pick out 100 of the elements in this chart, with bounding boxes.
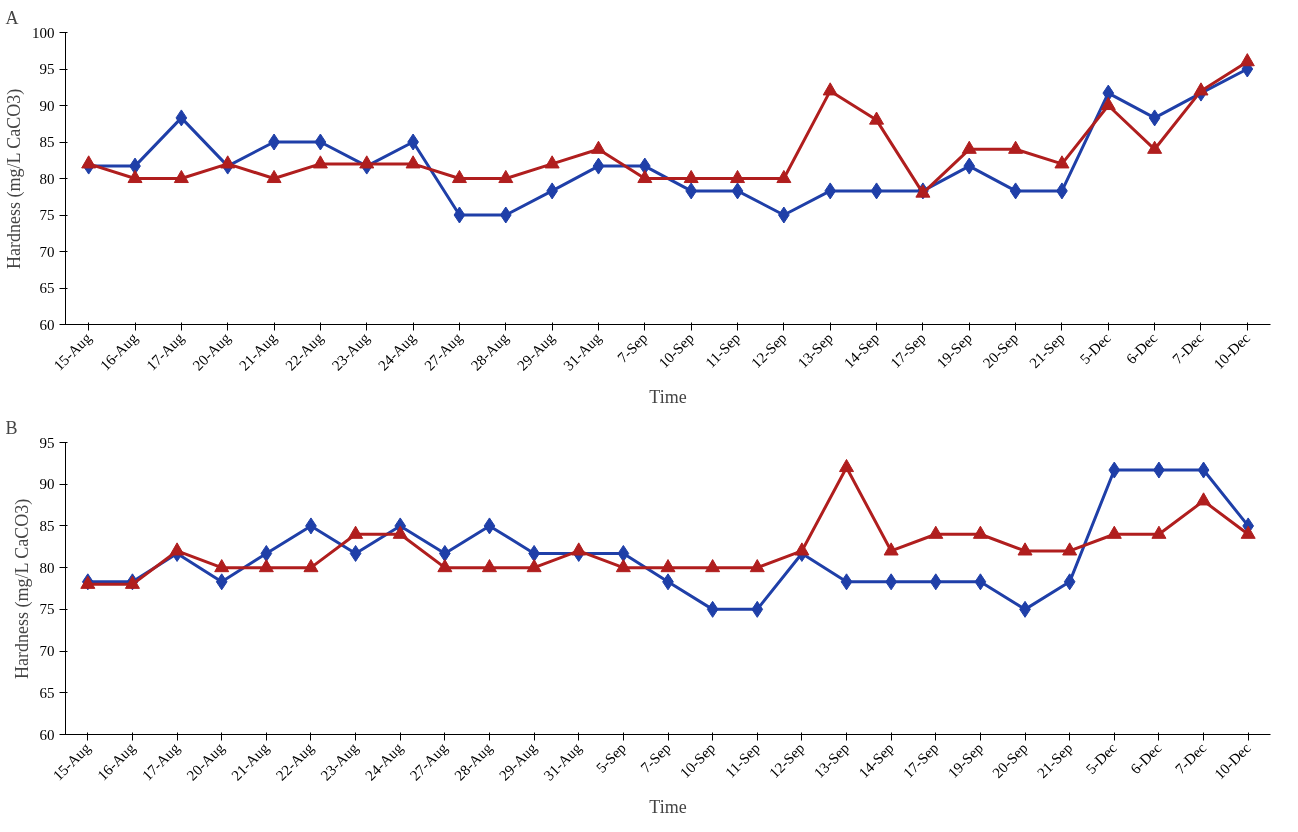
point [303,559,319,573]
point [1197,461,1210,479]
point [571,542,587,556]
point [1240,525,1256,539]
point [1008,140,1024,154]
point [1063,573,1076,591]
point [260,544,273,562]
point [349,544,362,562]
point [705,559,721,573]
point [883,542,899,556]
point [258,559,274,573]
point [215,573,228,591]
point [1196,492,1212,506]
point [928,525,944,539]
y-axis-title: Hardness (mg/L CaCO3) [4,88,25,269]
y-tick-label: 85 [39,517,55,534]
y-tick-label: 60 [39,316,55,333]
point [1009,182,1022,200]
point [1151,525,1167,539]
y-tick-label: 95 [39,434,55,451]
point [1102,84,1115,102]
point [840,573,853,591]
y-tick-label: 90 [39,476,55,493]
point [794,542,810,556]
point [453,206,466,224]
point [483,517,496,535]
point [169,542,185,556]
y-tick-label: 75 [39,207,55,223]
point [730,169,746,184]
text: A [5,7,19,28]
point [266,169,282,184]
point [392,525,408,539]
point [839,458,855,473]
point [1148,109,1161,127]
point [961,140,977,154]
point [498,169,514,184]
point [544,155,560,169]
point [824,182,837,200]
point [615,559,631,573]
point [499,206,512,224]
point [660,559,676,573]
point [1106,525,1122,539]
point [637,169,653,184]
point [173,169,189,184]
point [81,155,97,169]
point [405,155,421,169]
text: B [5,417,18,438]
point [683,169,699,184]
y-axis-title: Hardness (mg/L CaCO3) [11,498,33,679]
x-axis-title: Time [649,797,687,818]
point [1054,155,1070,169]
y-tick-label: 80 [39,170,55,187]
point [359,155,375,169]
y-tick-label: 65 [39,280,55,296]
point [963,157,976,175]
point [869,111,885,125]
point [929,573,942,591]
point [870,182,883,200]
point [822,82,838,96]
x-axis-title: Time [649,387,687,408]
point [1108,461,1121,479]
point [312,155,328,169]
point [1100,96,1116,111]
point [590,140,606,154]
point [776,169,792,184]
point [592,157,605,175]
point [127,169,143,184]
y-tick-label: 70 [39,243,55,260]
y-tick-label: 60 [39,726,55,743]
point [220,155,236,169]
point [1062,542,1078,556]
point [1147,140,1163,154]
point [617,544,630,562]
y-tick-label: 90 [39,97,55,114]
point [1017,542,1033,556]
y-tick-label: 95 [39,61,55,77]
point [972,525,988,539]
point [481,559,497,573]
point [751,600,764,618]
y-tick-label: 65 [39,684,55,701]
point [175,109,188,127]
y-tick-label: 100 [32,24,55,41]
y-tick-label: 80 [39,559,55,576]
y-tick-label: 70 [39,643,55,660]
point [437,559,453,573]
point [526,559,542,573]
point [214,559,230,573]
point [749,559,765,573]
point [731,182,744,200]
point [685,182,698,200]
point [1193,82,1209,96]
point [451,169,467,184]
point [974,573,987,591]
y-tick-label: 75 [39,601,55,618]
point [348,525,364,539]
point [314,133,327,151]
y-tick-label: 85 [39,134,55,150]
point [1239,53,1255,67]
point [706,600,719,618]
point [638,157,651,175]
